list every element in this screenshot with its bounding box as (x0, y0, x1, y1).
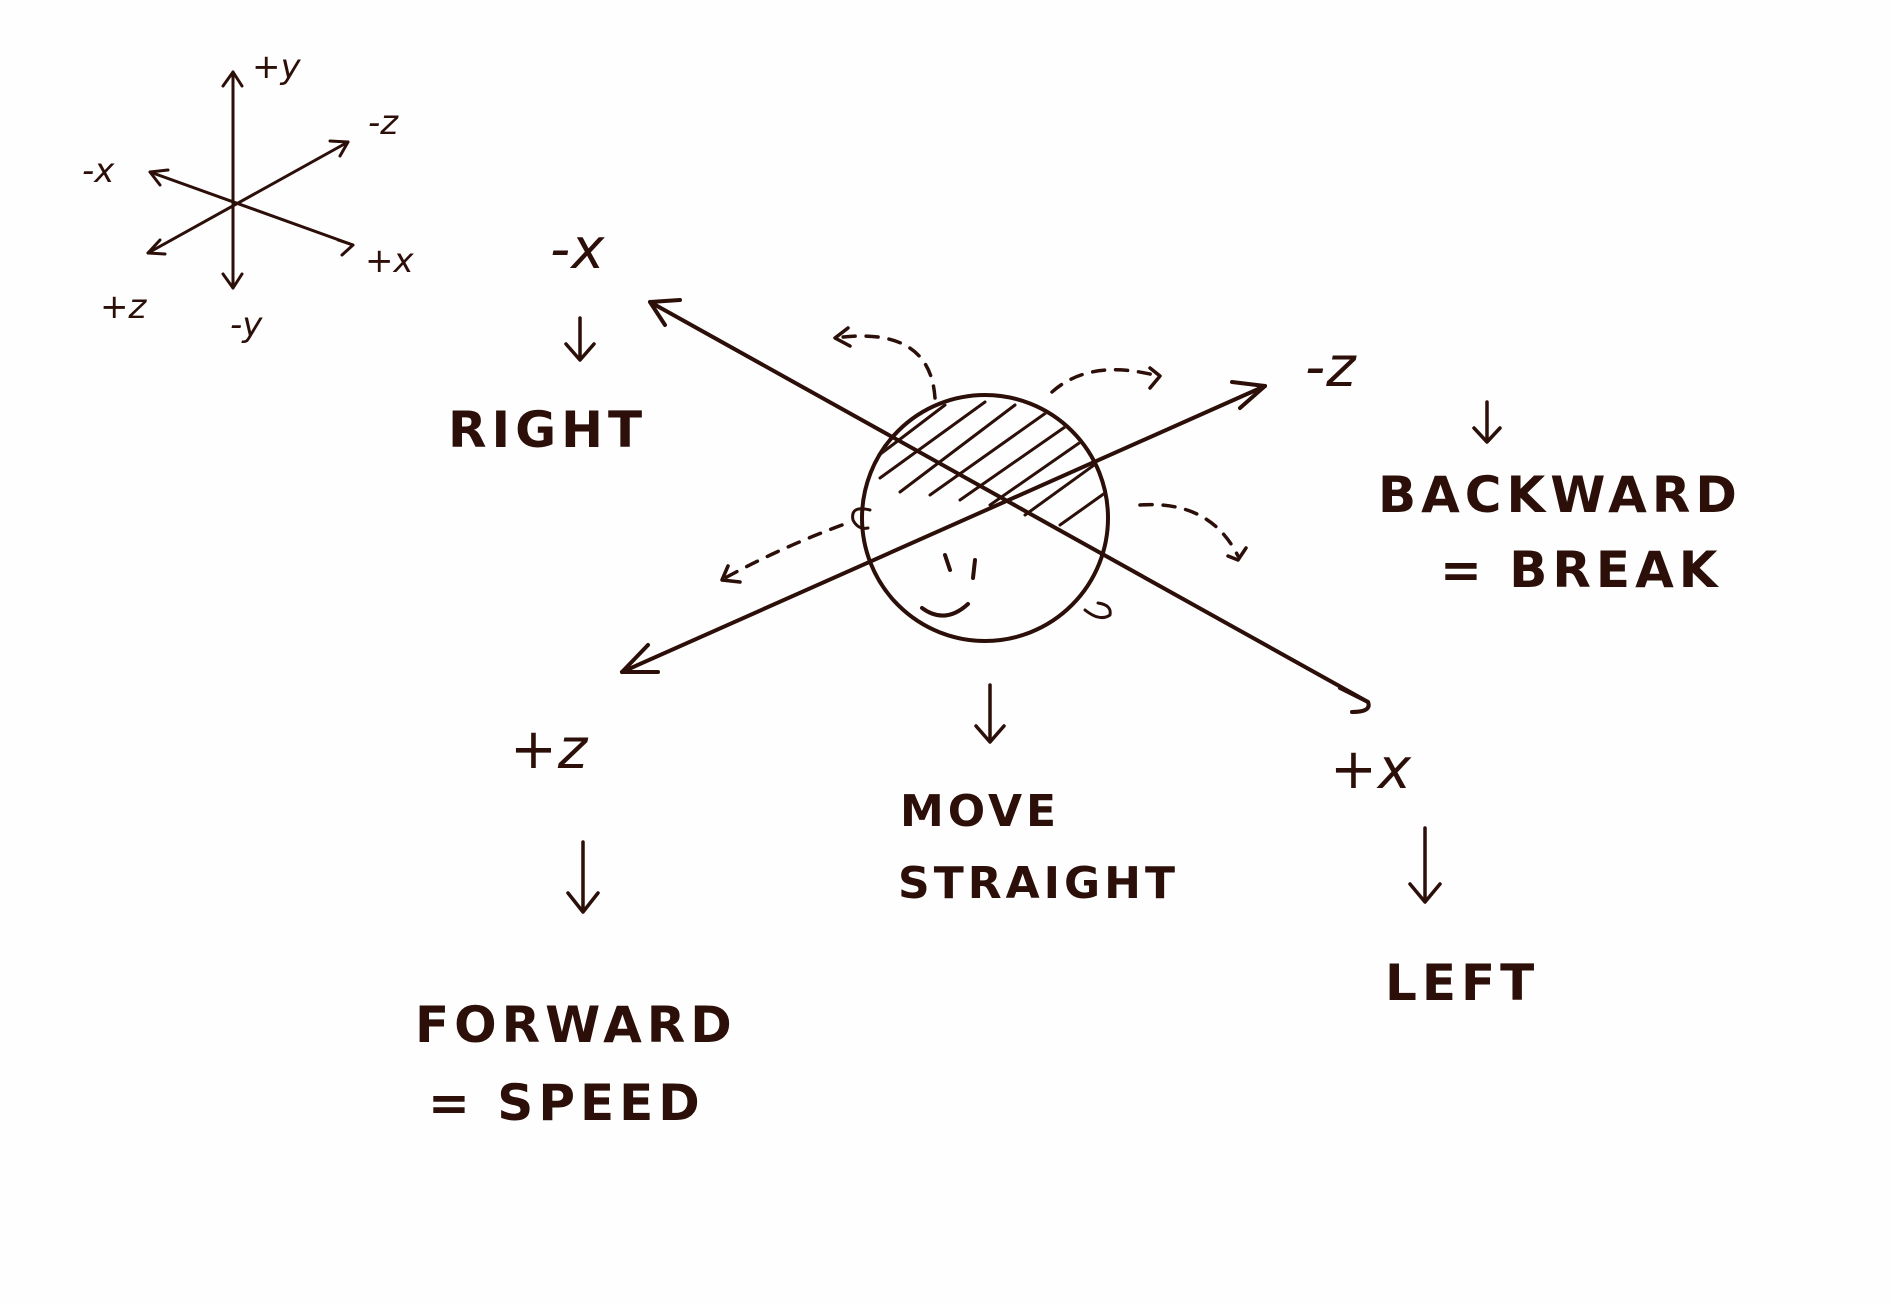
reference-axes (146, 70, 355, 290)
ref-z-axis (146, 140, 350, 255)
ref-plus-x-label: +x (365, 241, 414, 281)
ref-plus-x-arrowhead (336, 238, 355, 257)
ref-minus-y-arrowhead (221, 272, 244, 290)
body-circle (860, 393, 1110, 643)
rotation-arrow-right (1138, 502, 1240, 558)
ref-minus-x-label: -x (82, 151, 115, 191)
ref-minus-z-label: -z (368, 103, 399, 143)
main-minus-x-label: -x (550, 217, 606, 282)
arrow-down-center (974, 683, 1006, 744)
ref-plus-z-label: +z (100, 287, 147, 327)
ref-plus-z-arrowhead (146, 238, 167, 256)
body-ear-left (851, 507, 872, 530)
rotation-arrowheads (720, 326, 1248, 584)
ref-minus-x-arrowhead (148, 168, 170, 187)
main-minus-z-arrowhead (1230, 380, 1267, 410)
arrow-down-minus-z (1472, 400, 1502, 444)
arrow-down-plus-z (566, 840, 600, 914)
body-eye (971, 558, 977, 580)
body-figure (851, 393, 1112, 643)
body-hatching (864, 400, 1106, 527)
main-plus-z-label: +z (510, 717, 589, 782)
arrow-down-minus-x (564, 316, 596, 362)
main-plus-z-arrowhead (620, 643, 660, 674)
body-eye (943, 553, 952, 572)
main-plus-x-arrowhead (1338, 686, 1371, 714)
main-z-axis (620, 384, 1267, 674)
main-axes (620, 298, 1371, 714)
ref-plus-y-label: +y (252, 47, 301, 87)
body-smile (920, 602, 970, 618)
right-label: RIGHT (448, 401, 648, 459)
ref-x-axis (148, 170, 355, 247)
rotation-arrow-top-left (833, 334, 937, 400)
backward-label: BACKWARD (1378, 466, 1742, 524)
main-minus-x-arrowhead (648, 298, 682, 327)
body-ear-right (1083, 601, 1112, 620)
ref-minus-z-arrowhead (328, 139, 350, 158)
arrow-down-plus-x (1408, 826, 1442, 904)
rotation-arrow-top-right (1050, 368, 1160, 394)
main-plus-x-label: +x (1330, 737, 1413, 802)
main-minus-z-label: -z (1305, 335, 1357, 400)
ref-plus-y-arrowhead (221, 70, 244, 88)
rotation-arrow-left (723, 523, 844, 580)
move-label: MOVE (900, 786, 1061, 837)
down-arrows (564, 316, 1502, 914)
rotation-arrows (723, 334, 1240, 580)
break-label: = BREAK (1440, 541, 1723, 599)
forward-label: FORWARD (415, 996, 737, 1054)
speed-label: = SPEED (428, 1074, 705, 1132)
straight-label: STRAIGHT (898, 858, 1179, 909)
ref-minus-y-label: -y (230, 305, 263, 345)
left-label: LEFT (1385, 954, 1540, 1012)
